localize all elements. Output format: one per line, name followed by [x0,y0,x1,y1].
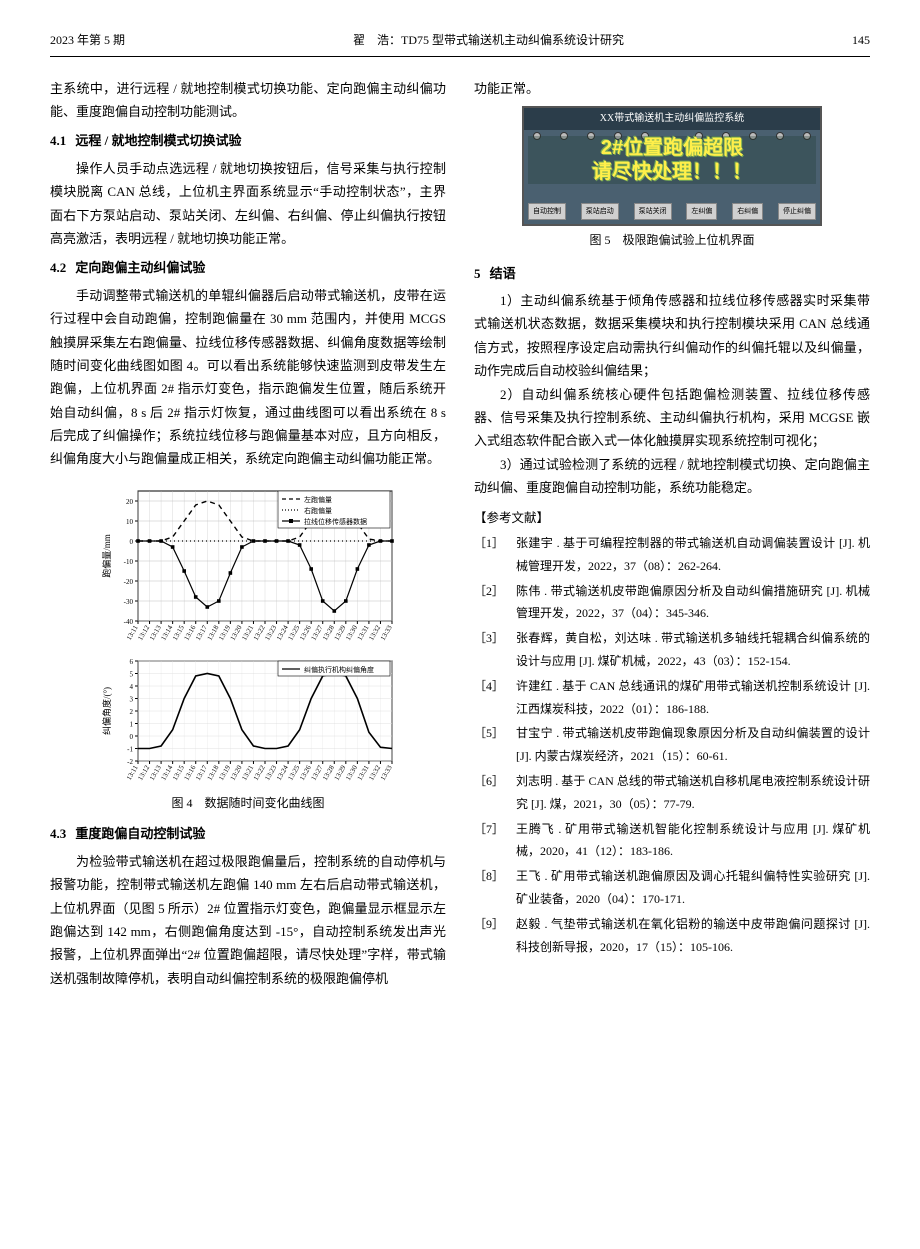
reference-text: 刘志明 . 基于 CAN 总线的带式输送机自移机尾电液控制系统设计研究 [J].… [516,770,870,816]
section-heading-4-2: 4.2 定向跑偏主动纠偏试验 [50,256,446,279]
body-text: 1）主动纠偏系统基于倾角传感器和拉线位移传感器实时采集带式输送机状态数据，数据采… [474,289,870,383]
figure-4-bottom-chart: -2-1012345613:1113:1213:1313:1413:1513:1… [98,649,398,789]
body-text: 手动调整带式输送机的单辊纠偏器后启动带式输送机，皮带在运行过程中会自动跑偏，控制… [50,284,446,471]
running-title: 翟 浩：TD75 型带式输送机主动纠偏系统设计研究 [353,30,624,52]
reference-index: ［3］ [474,627,516,673]
svg-text:6: 6 [130,658,134,666]
svg-text:13:33: 13:33 [379,763,394,781]
section-number: 5 [474,266,481,281]
section-number: 4.3 [50,826,66,841]
reference-index: ［5］ [474,722,516,768]
figure-4-caption: 图 4 数据随时间变化曲线图 [50,793,446,815]
reference-index: ［8］ [474,865,516,911]
references-heading: 【参考文献】 [474,507,870,530]
reference-item: ［7］王腾飞 . 矿用带式输送机智能化控制系统设计与应用 [J]. 煤矿机械，2… [474,818,870,864]
body-text: 为检验带式输送机在超过极限跑偏量后，控制系统的自动停机与报警功能，控制带式输送机… [50,850,446,990]
reference-text: 张春辉，黄自松，刘达味 . 带式输送机多轴线托辊耦合纠偏系统的设计与应用 [J]… [516,627,870,673]
reference-item: ［5］甘宝宁 . 带式输送机皮带跑偏现象原因分析及自动纠偏装置的设计 [J]. … [474,722,870,768]
section-title: 结语 [490,266,516,281]
svg-text:右跑偏量: 右跑偏量 [304,506,332,515]
reference-index: ［1］ [474,532,516,578]
figure-4-top-chart: -40-30-20-100102013:1113:1213:1313:1413:… [98,479,398,649]
svg-text:纠偏角度/(°): 纠偏角度/(°) [101,687,112,735]
reference-index: ［9］ [474,913,516,959]
section-heading-5: 5 结语 [474,262,870,285]
section-title: 定向跑偏主动纠偏试验 [75,260,205,275]
hmi-button: 泵站启动 [581,203,619,220]
body-text: 操作人员手动点选远程 / 就地切换按钮后，信号采集与执行控制模块脱离 CAN 总… [50,157,446,251]
svg-text:纠偏执行机构纠偏角度: 纠偏执行机构纠偏角度 [304,665,374,674]
svg-text:-20: -20 [124,578,134,586]
svg-text:0: 0 [130,733,134,741]
section-heading-4-3: 4.3 重度跑偏自动控制试验 [50,822,446,845]
reference-item: ［4］许建红 . 基于 CAN 总线通讯的煤矿用带式输送机控制系统设计 [J].… [474,675,870,721]
reference-item: ［2］陈伟 . 带式输送机皮带跑偏原因分析及自动纠偏措施研究 [J]. 机械管理… [474,580,870,626]
svg-text:5: 5 [130,670,134,678]
section-title: 远程 / 就地控制模式切换试验 [75,133,241,148]
reference-text: 甘宝宁 . 带式输送机皮带跑偏现象原因分析及自动纠偏装置的设计 [J]. 内蒙古… [516,722,870,768]
reference-index: ［6］ [474,770,516,816]
svg-text:-30: -30 [124,598,134,606]
page-number: 145 [852,30,870,52]
svg-text:20: 20 [126,498,134,506]
reference-item: ［9］赵毅 . 气垫带式输送机在氧化铝粉的输送中皮带跑偏问题探讨 [J]. 科技… [474,913,870,959]
reference-index: ［7］ [474,818,516,864]
hmi-alert-banner: 2#位置跑偏超限 请尽快处理！！！ [528,136,816,184]
hmi-button: 左纠偏 [686,203,717,220]
hmi-title: XX带式输送机主动纠偏监控系统 [524,108,820,130]
section-title: 重度跑偏自动控制试验 [75,826,205,841]
reference-text: 赵毅 . 气垫带式输送机在氧化铝粉的输送中皮带跑偏问题探讨 [J]. 科技创新导… [516,913,870,959]
right-column: 功能正常。 XX带式输送机主动纠偏监控系统 2#位置跑偏超限 请尽快处理！！！ [474,77,870,991]
svg-text:左跑偏量: 左跑偏量 [304,495,332,504]
svg-text:1: 1 [130,720,134,728]
left-column: 主系统中，进行远程 / 就地控制模式切换功能、定向跑偏主动纠偏功能、重度跑偏自动… [50,77,446,991]
issue-label: 2023 年第 5 期 [50,30,125,52]
svg-text:10: 10 [126,518,134,526]
reference-index: ［2］ [474,580,516,626]
svg-text:4: 4 [130,683,134,691]
references-list: ［1］张建宇 . 基于可编程控制器的带式输送机自动调偏装置设计 [J]. 机械管… [474,532,870,958]
reference-item: ［3］张春辉，黄自松，刘达味 . 带式输送机多轴线托辊耦合纠偏系统的设计与应用 … [474,627,870,673]
reference-text: 王腾飞 . 矿用带式输送机智能化控制系统设计与应用 [J]. 煤矿机械，2020… [516,818,870,864]
section-number: 4.1 [50,133,66,148]
reference-item: ［6］刘志明 . 基于 CAN 总线的带式输送机自移机尾电液控制系统设计研究 [… [474,770,870,816]
svg-text:-1: -1 [127,745,133,753]
svg-text:2: 2 [130,708,134,716]
hmi-button: 自动控制 [528,203,566,220]
alert-line-1: 2#位置跑偏超限 [528,136,816,160]
section-heading-4-1: 4.1 远程 / 就地控制模式切换试验 [50,129,446,152]
body-text: 2）自动纠偏系统核心硬件包括跑偏检测装置、拉线位移传感器、信号采集及执行控制系统… [474,383,870,453]
hmi-button: 右纠偏 [732,203,763,220]
reference-text: 陈伟 . 带式输送机皮带跑偏原因分析及自动纠偏措施研究 [J]. 机械管理开发，… [516,580,870,626]
svg-text:3: 3 [130,695,134,703]
body-text: 3）通过试验检测了系统的远程 / 就地控制模式切换、定向跑偏主动纠偏、重度跑偏自… [474,453,870,500]
body-text: 主系统中，进行远程 / 就地控制模式切换功能、定向跑偏主动纠偏功能、重度跑偏自动… [50,77,446,124]
reference-item: ［8］王飞 . 矿用带式输送机跑偏原因及调心托辊纠偏特性实验研究 [J]. 矿业… [474,865,870,911]
svg-text:-10: -10 [124,558,134,566]
reference-text: 许建红 . 基于 CAN 总线通讯的煤矿用带式输送机控制系统设计 [J]. 江西… [516,675,870,721]
reference-index: ［4］ [474,675,516,721]
reference-text: 张建宇 . 基于可编程控制器的带式输送机自动调偏装置设计 [J]. 机械管理开发… [516,532,870,578]
figure-4: -40-30-20-100102013:1113:1213:1313:1413:… [50,479,446,789]
figure-5-caption: 图 5 极限跑偏试验上位机界面 [474,230,870,252]
hmi-button: 停止纠偏 [778,203,816,220]
svg-text:13:33: 13:33 [379,623,394,641]
svg-text:0: 0 [130,538,134,546]
page-header: 2023 年第 5 期 翟 浩：TD75 型带式输送机主动纠偏系统设计研究 14… [50,30,870,57]
svg-text:拉线位移传感器数据: 拉线位移传感器数据 [304,517,367,526]
section-number: 4.2 [50,260,66,275]
hmi-button-row: 自动控制 泵站启动 泵站关闭 左纠偏 右纠偏 停止纠偏 [528,203,816,220]
figure-5-screenshot: XX带式输送机主动纠偏监控系统 2#位置跑偏超限 请尽快处理！！！ 自动控制 [522,106,822,226]
body-text: 功能正常。 [474,77,870,100]
reference-text: 王飞 . 矿用带式输送机跑偏原因及调心托辊纠偏特性实验研究 [J]. 矿业装备，… [516,865,870,911]
two-column-layout: 主系统中，进行远程 / 就地控制模式切换功能、定向跑偏主动纠偏功能、重度跑偏自动… [50,77,870,991]
alert-line-2: 请尽快处理！！！ [528,160,816,184]
reference-item: ［1］张建宇 . 基于可编程控制器的带式输送机自动调偏装置设计 [J]. 机械管… [474,532,870,578]
hmi-button: 泵站关闭 [634,203,672,220]
svg-text:跑偏量/mm: 跑偏量/mm [101,534,112,578]
